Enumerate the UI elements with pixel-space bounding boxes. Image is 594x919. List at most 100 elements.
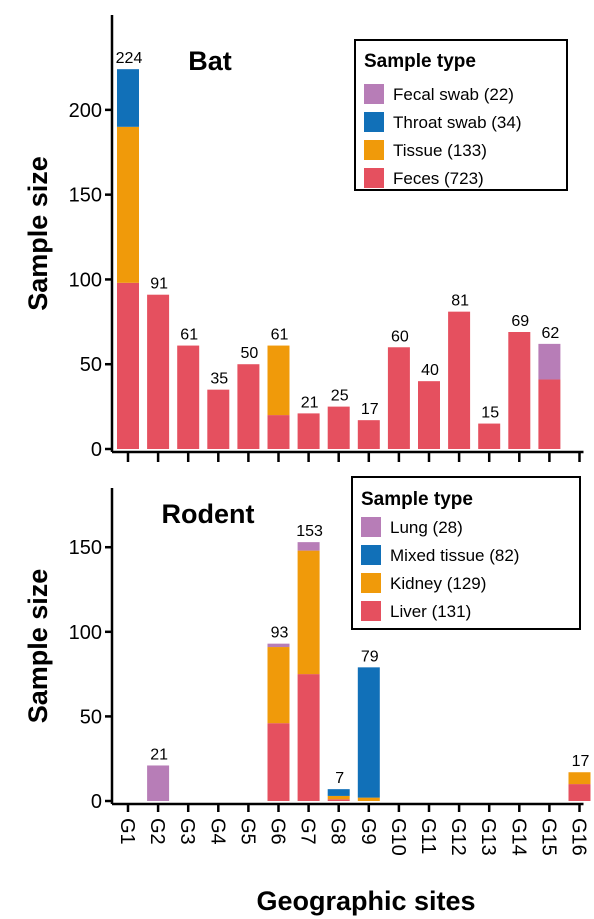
legend-swatch [361,517,381,537]
y-tick-label: 50 [80,354,102,376]
legend-swatch [364,168,384,188]
bar-total-label: 69 [511,313,529,330]
site-label: G15 [537,818,559,856]
bar-segment [327,789,350,796]
site-label: G7 [297,818,319,845]
bar-segment [297,413,320,449]
legend-swatch [361,601,381,621]
site-label: G1 [116,818,138,845]
site-label: G8 [327,818,349,845]
bar-total-label: 17 [361,401,379,418]
bar-segment [538,379,561,449]
y-tick-label: 150 [69,185,102,207]
legend-entry-label: Kidney (129) [390,574,486,593]
y-tick-label: 100 [69,269,102,291]
bar-segment [207,389,230,449]
legend-swatch [364,112,384,132]
bar-total-label: 62 [542,325,560,342]
bar-total-label: 50 [241,345,259,362]
site-label: G6 [267,818,289,845]
bar-segment [237,364,260,449]
bar-total-label: 40 [421,362,439,379]
bat-panel: 224 91 61 35 50 61 21 25 17 60 40 81 15 69 62 0 50 100 150… [23,15,584,462]
legend: Sample type Fecal swab (22) Throat swab (3… [354,39,568,191]
bar-total-label: 79 [361,648,379,665]
site-label: G3 [176,818,198,845]
bar-segment [267,345,290,416]
bar-segment [327,799,350,801]
bar-segment [297,550,320,675]
site-label: G12 [447,818,469,856]
bar-total-label: 15 [481,405,499,422]
legend-title: Sample type [364,51,476,72]
legend-entry-label: Throat swab (34) [393,113,522,132]
legend-swatch [361,573,381,593]
legend-entry-label: Feces (723) [393,169,484,188]
bar-segment [117,69,139,127]
bar-segment [297,674,320,801]
bar-segment [568,784,591,801]
bar-total-label: 7 [335,770,344,787]
bar-segment [478,423,501,449]
legend-swatch [364,84,384,104]
bar-group [147,542,591,801]
y-tick-label: 150 [69,537,102,559]
site-label: G5 [236,818,258,845]
legend-swatch [364,140,384,160]
bar-total-label: 224 [116,50,143,67]
legend-swatch [361,545,381,565]
legend-entry-label: Mixed tissue (82) [390,546,519,565]
bar-segment [147,294,170,449]
legend: Sample type Lung (28) Mixed tissue (82) Kid… [351,476,581,630]
bar-total-label: 21 [301,394,319,411]
bar-segment [117,126,139,283]
bar-segment [357,420,380,449]
legend-entry-label: Tissue (133) [393,141,487,160]
rodent-panel: 21 93 153 7 79 17 0 50 100 150 Sample size Rodent Sa… [23,476,591,813]
site-label: G9 [357,818,379,845]
bar-total-label: 93 [271,625,289,642]
bar-total-label: 60 [391,328,409,345]
bar-total-label: 35 [210,371,228,388]
bar-segment [448,311,471,449]
bar-segment [147,765,170,801]
bar-segment [267,415,290,449]
y-tick-label: 0 [91,791,102,813]
site-label: G10 [387,818,409,856]
bar-segment [568,772,591,785]
bar-segment [508,332,531,449]
bar-segment [267,647,290,724]
bar-total-label: 21 [150,746,168,763]
bar-segment [177,345,200,449]
panel-title: Bat [188,46,232,76]
bar-segment [327,406,350,449]
bar-segment [267,723,290,801]
site-axis-labels: G1 G2 G3 G4 G5 G6 G7 G8 G9 G10 G11 G12 G13 G14 G15 G16 [116,818,590,856]
bar-total-label: 61 [180,327,198,344]
y-tick-label: 100 [69,622,102,644]
legend-title: Sample type [361,489,473,510]
legend-box [354,39,568,191]
legend-entry-label: Lung (28) [390,518,463,537]
y-axis-title: Sample size [23,569,53,724]
y-axis-title: Sample size [23,156,53,311]
legend-entry-label: Liver (131) [390,602,471,621]
bar-total-label: 81 [451,293,469,310]
site-label: G2 [146,818,168,845]
bar-group [117,69,561,449]
legend-box [351,476,581,630]
bar-segment [297,542,320,551]
legend-entry-label: Fecal swab (22) [393,85,514,104]
x-axis-title: Geographic sites [256,886,475,916]
bar-segment [387,347,410,449]
bar-segment [357,797,380,801]
bar-segment [357,667,380,798]
bar-total-label: 25 [331,388,349,405]
site-label: G4 [206,818,228,845]
site-label: G14 [507,818,529,856]
site-label: G11 [417,818,439,854]
site-label: G16 [568,818,590,856]
bar-segment [538,343,561,380]
bar-total-label: 91 [150,276,168,293]
